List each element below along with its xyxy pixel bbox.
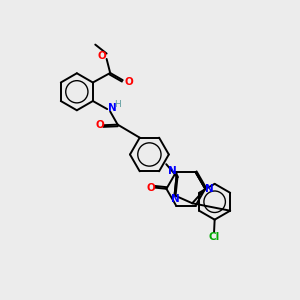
Text: N: N [171,194,180,204]
Text: O: O [97,51,106,61]
Text: Cl: Cl [208,232,220,242]
Text: O: O [124,76,133,87]
Text: H: H [114,100,121,109]
Text: N: N [168,166,176,176]
Text: N: N [108,103,117,113]
Text: O: O [95,120,104,130]
Text: O: O [146,183,155,193]
Text: N: N [205,184,214,194]
